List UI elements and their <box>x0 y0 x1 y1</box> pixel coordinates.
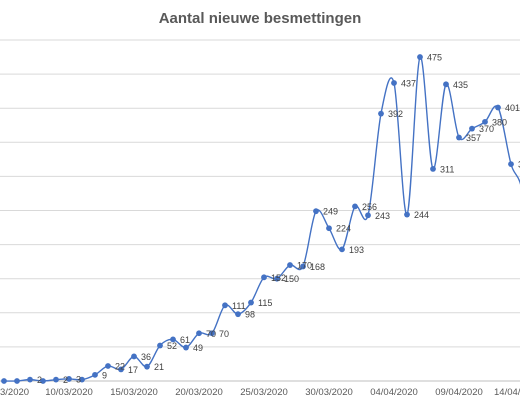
x-tick-label: 09/04/2020 <box>435 387 483 398</box>
data-point <box>79 376 85 383</box>
series-line <box>3 56 520 382</box>
data-label: 2 <box>63 375 68 385</box>
data-label: 61 <box>180 335 190 345</box>
data-label: 168 <box>310 262 325 272</box>
data-point <box>391 80 397 86</box>
data-label: 170 <box>297 261 312 271</box>
data-label: 370 <box>479 124 494 134</box>
x-tick-label: 25/03/2020 <box>240 387 288 398</box>
data-point <box>144 363 150 370</box>
data-label: 435 <box>453 80 468 90</box>
data-point <box>1 378 7 384</box>
x-tick-label: 15/03/2020 <box>110 387 158 398</box>
data-point <box>27 376 33 383</box>
data-label: 115 <box>258 298 272 308</box>
data-point <box>196 330 202 337</box>
data-points <box>1 54 514 384</box>
data-point <box>482 118 488 125</box>
data-point <box>235 311 241 318</box>
data-point <box>378 110 384 117</box>
data-point <box>274 275 280 282</box>
data-label: 249 <box>323 207 338 217</box>
series-new-infections <box>3 56 520 382</box>
data-label: 3 <box>76 374 81 384</box>
data-label: 70 <box>206 329 216 339</box>
data-point <box>326 225 332 232</box>
data-label: 21 <box>154 362 164 372</box>
data-label: 52 <box>167 341 177 351</box>
x-tick-label: 20/03/2020 <box>175 387 223 398</box>
data-label: 243 <box>375 211 390 221</box>
data-label: 392 <box>388 109 403 119</box>
data-label: 36 <box>141 352 151 362</box>
data-label: 152 <box>271 273 286 283</box>
data-point <box>469 125 475 132</box>
data-label: 9 <box>102 370 107 380</box>
chart-title: Aantal nieuwe besmettingen <box>159 10 362 27</box>
data-label: 22 <box>115 361 125 371</box>
data-point <box>40 378 46 384</box>
x-tick-label: 14/04/ <box>494 387 520 398</box>
data-label: 49 <box>193 343 203 353</box>
data-point <box>456 134 462 141</box>
gridlines <box>0 39 520 348</box>
data-label: 2 <box>37 375 42 385</box>
data-point <box>404 211 410 218</box>
x-tick-labels: 3/2020 10/03/2020 15/03/2020 20/03/2020 25/0… <box>0 387 520 398</box>
data-point <box>131 353 137 360</box>
data-label: 150 <box>284 274 299 284</box>
data-label: 111 <box>232 301 246 311</box>
data-label: 98 <box>245 310 255 320</box>
data-label: 318 <box>518 160 520 170</box>
data-point <box>118 366 124 373</box>
data-point <box>365 212 371 219</box>
x-tick-label: 04/04/2020 <box>370 387 418 398</box>
data-label: 437 <box>401 78 416 88</box>
data-point <box>53 376 59 383</box>
data-point <box>183 344 189 351</box>
x-tick-label: 3/2020 <box>0 387 29 398</box>
x-tick-label: 10/03/2020 <box>45 387 93 398</box>
data-label: 17 <box>128 365 138 375</box>
data-point <box>248 299 254 306</box>
data-label: 311 <box>440 164 454 174</box>
data-point <box>261 274 267 281</box>
data-point <box>209 330 215 337</box>
data-label: 224 <box>336 224 351 234</box>
data-point <box>105 363 111 369</box>
data-label: 475 <box>427 53 442 63</box>
data-label: 256 <box>362 202 377 212</box>
data-point <box>339 246 345 253</box>
data-point <box>417 54 423 60</box>
data-point <box>443 81 449 88</box>
data-label: 401 <box>505 103 520 113</box>
data-point <box>495 104 501 111</box>
data-point <box>66 376 72 382</box>
data-label: 244 <box>414 210 429 220</box>
data-point <box>300 263 306 270</box>
data-label: 193 <box>349 245 364 255</box>
data-point <box>430 165 436 172</box>
data-point <box>157 342 163 349</box>
data-point <box>508 161 514 168</box>
data-point <box>352 203 358 210</box>
data-point <box>222 302 228 309</box>
data-label: 380 <box>492 117 507 127</box>
data-point <box>170 336 176 343</box>
data-point <box>14 378 20 384</box>
data-point <box>92 371 98 378</box>
data-label: 357 <box>466 133 481 143</box>
data-point <box>313 208 319 215</box>
data-label: 70 <box>219 329 229 339</box>
x-tick-label: 30/03/2020 <box>305 387 353 398</box>
data-point <box>287 262 293 268</box>
